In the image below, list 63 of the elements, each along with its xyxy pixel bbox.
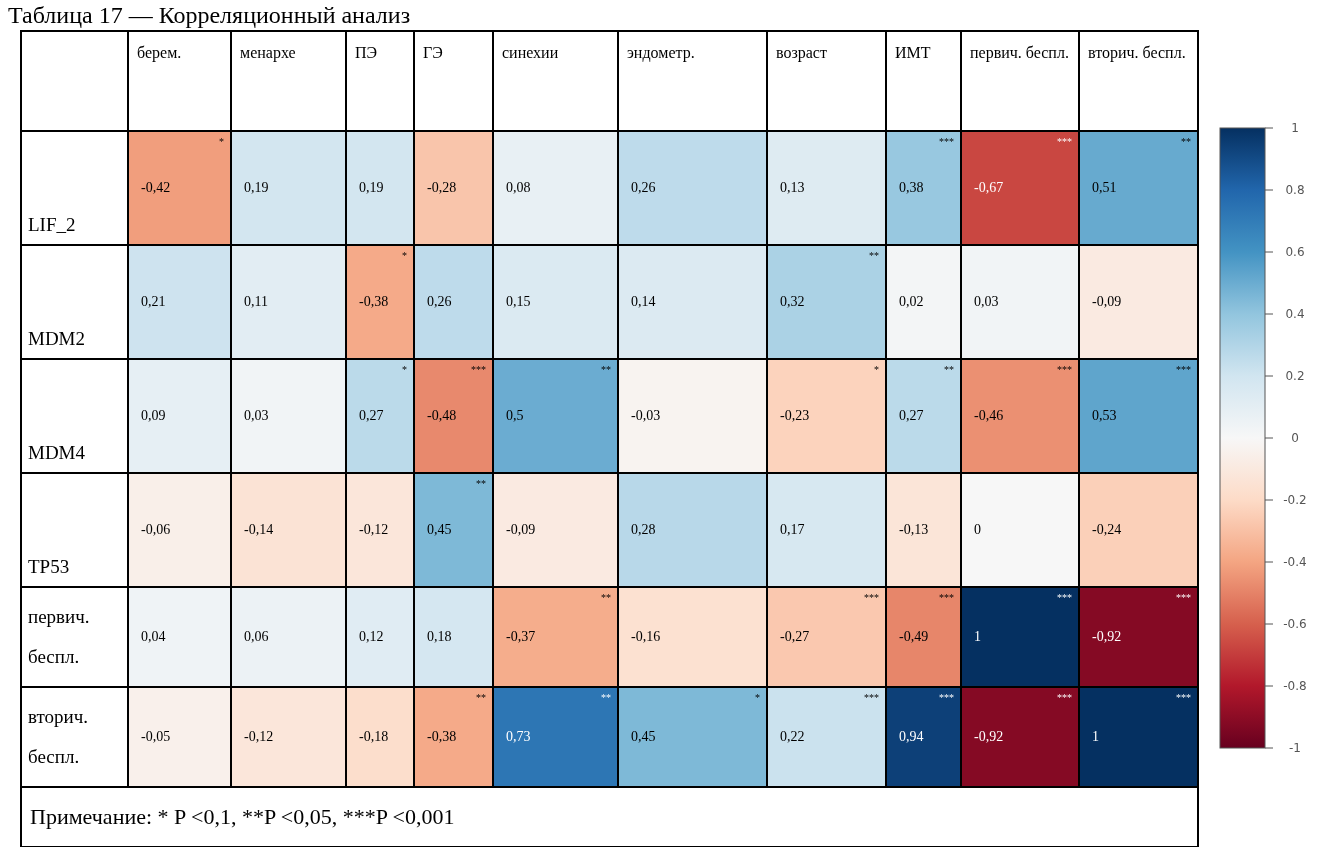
- color-bar-label: -0.4: [1283, 555, 1307, 569]
- y-tick-label: LIF_2: [21, 131, 128, 245]
- data-label: -0,12: [346, 473, 414, 587]
- data-label: -0,24: [1079, 473, 1198, 587]
- y-tick-label: вторич. беспл.: [21, 687, 128, 787]
- data-label: 0,17: [767, 473, 886, 587]
- x-tick-label: вторич. беспл.: [1079, 31, 1198, 131]
- data-label: 0,26: [618, 131, 767, 245]
- x-tick-label: первич. беспл.: [961, 31, 1079, 131]
- data-label: 0: [961, 473, 1079, 587]
- data-label: 0,18: [414, 587, 493, 687]
- data-label: -0,28: [414, 131, 493, 245]
- data-label: 0,03: [961, 245, 1079, 359]
- color-bar-label: 0.6: [1285, 245, 1305, 259]
- data-label: -0,13: [886, 473, 961, 587]
- color-bar-label: -1: [1289, 741, 1301, 755]
- data-label: 0,06: [231, 587, 346, 687]
- color-bar-label: 0.4: [1285, 307, 1305, 321]
- data-label: 0,04: [128, 587, 231, 687]
- data-label: -0,09: [493, 473, 618, 587]
- y-tick-label: MDM4: [21, 359, 128, 473]
- data-label: -0,14: [231, 473, 346, 587]
- color-bar-label: 0.8: [1285, 183, 1305, 197]
- x-tick-label: ГЭ: [414, 31, 493, 131]
- data-label: -0,12: [231, 687, 346, 787]
- data-label: 0,19: [346, 131, 414, 245]
- data-label: 0,14: [618, 245, 767, 359]
- y-tick-label: первич. беспл.: [21, 587, 128, 687]
- color-bar-label: 0: [1291, 431, 1299, 445]
- x-tick-label: синехии: [493, 31, 618, 131]
- color-bar-label: -0.6: [1283, 617, 1307, 631]
- data-label: 0,26: [414, 245, 493, 359]
- data-label: 0,12: [346, 587, 414, 687]
- y-tick-label: MDM2: [21, 245, 128, 359]
- x-tick-label: эндометр.: [618, 31, 767, 131]
- x-tick-label: ИМТ: [886, 31, 961, 131]
- x-tick-label: возраст: [767, 31, 886, 131]
- color-bar-label: 0.2: [1285, 369, 1305, 383]
- data-label: 0,19: [231, 131, 346, 245]
- data-label: -0,05: [128, 687, 231, 787]
- color-bar-label: -0.2: [1283, 493, 1307, 507]
- data-label: 0,08: [493, 131, 618, 245]
- data-label: 0,21: [128, 245, 231, 359]
- x-tick-label: ПЭ: [346, 31, 414, 131]
- text: Примечание: * P <0,1, **P <0,05, ***P <0,001: [21, 787, 1198, 847]
- data-label: 0,28: [618, 473, 767, 587]
- data-label: 0,09: [128, 359, 231, 473]
- data-label: 0,03: [231, 359, 346, 473]
- color-bar-label: 1: [1291, 121, 1299, 135]
- data-label: -0,09: [1079, 245, 1198, 359]
- data-label: -0,16: [618, 587, 767, 687]
- color-bar-label: -0.8: [1283, 679, 1307, 693]
- data-label: 0,15: [493, 245, 618, 359]
- data-label: -0,18: [346, 687, 414, 787]
- chart-title: Таблица 17 — Корреляционный анализ: [8, 2, 411, 29]
- data-label: 0,02: [886, 245, 961, 359]
- data-label: 0,11: [231, 245, 346, 359]
- x-tick-label: берем.: [128, 31, 231, 131]
- data-label: 0,13: [767, 131, 886, 245]
- y-tick-label: TP53: [21, 473, 128, 587]
- data-label: -0,06: [128, 473, 231, 587]
- x-tick-label: менархе: [231, 31, 346, 131]
- data-label: -0,03: [618, 359, 767, 473]
